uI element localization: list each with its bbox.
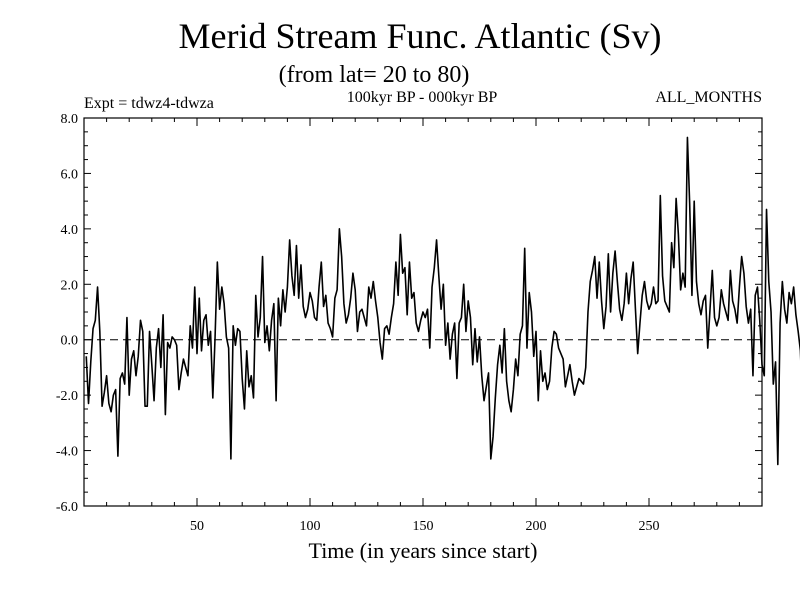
y-tick-label: -4.0	[56, 445, 78, 460]
y-tick-label: 6.0	[61, 167, 79, 182]
y-tick-label: -2.0	[56, 389, 78, 404]
x-tick-label: 50	[190, 519, 204, 534]
y-tick-label: 8.0	[61, 112, 79, 127]
x-tick-label: 250	[639, 519, 660, 534]
x-tick-label: 200	[526, 519, 547, 534]
y-tick-label: 0.0	[61, 334, 79, 349]
x-axis-label: Time (in years since start)	[309, 538, 538, 563]
y-tick-label: 2.0	[61, 278, 79, 293]
x-tick-label: 150	[413, 519, 434, 534]
y-tick-label: 4.0	[61, 223, 79, 238]
y-tick-label: -6.0	[56, 500, 78, 515]
period-label: 100kyr BP - 000kyr BP	[347, 89, 498, 106]
experiment-label: Expt = tdwz4-tdwza	[84, 95, 214, 112]
series-line-msf-atlantic	[85, 136, 800, 466]
chart-subtitle: (from lat= 20 to 80)	[279, 62, 470, 88]
months-label: ALL_MONTHS	[655, 89, 762, 106]
chart-title: Merid Stream Func. Atlantic (Sv)	[179, 16, 662, 56]
x-tick-label: 100	[300, 519, 321, 534]
plot-area: -6.0 -4.0 -2.0 0.0 2.0 4.0 6.0 8.0 50 100 150 200 25…	[56, 112, 800, 534]
